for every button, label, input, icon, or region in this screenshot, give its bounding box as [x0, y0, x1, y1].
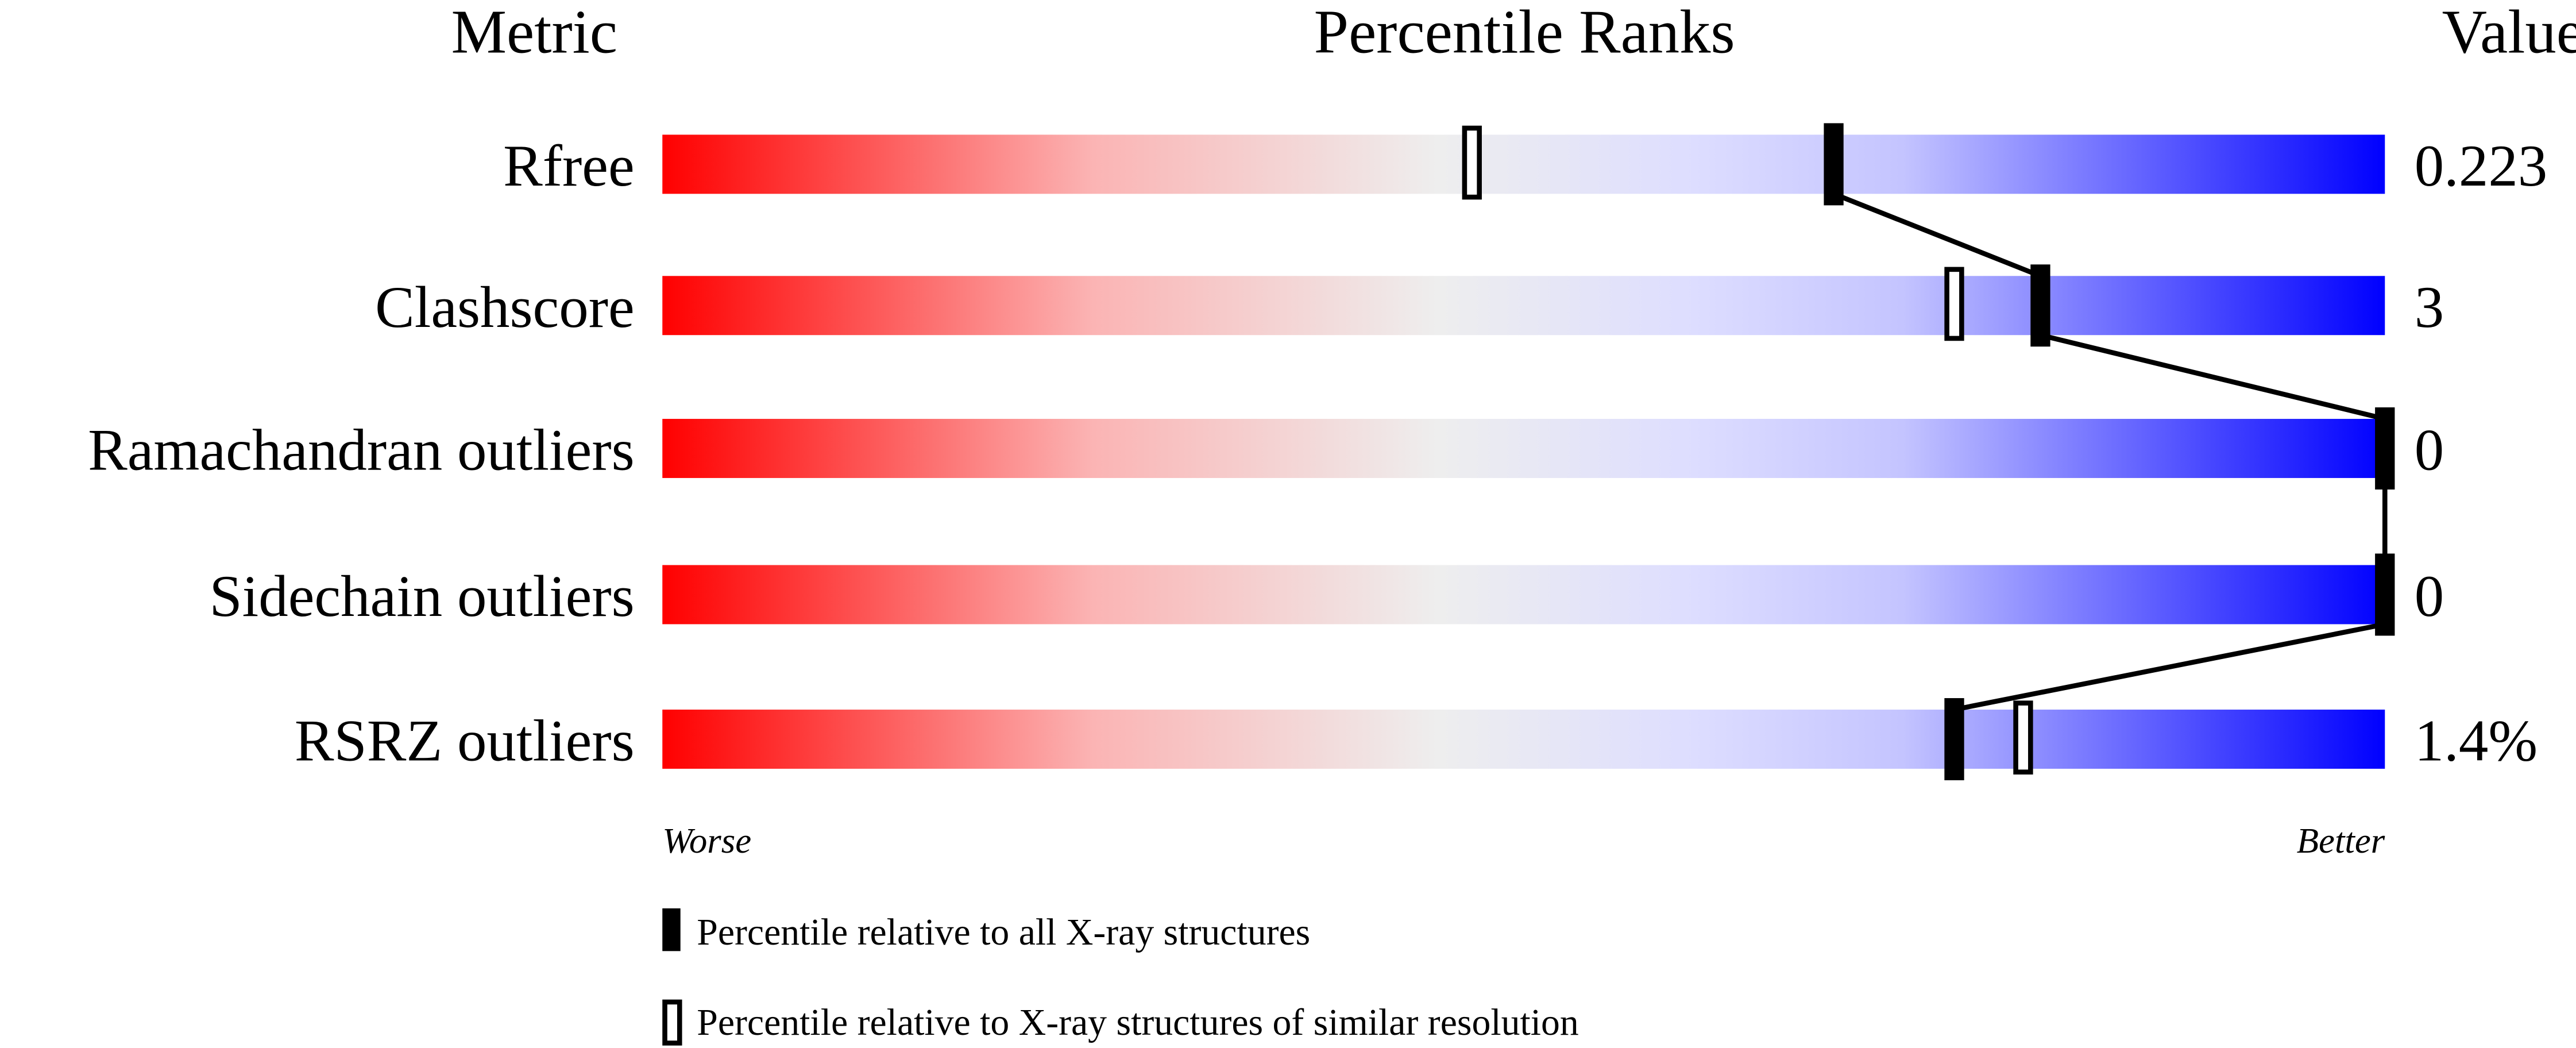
- metric-label: Rfree: [503, 133, 635, 199]
- better-label: Better: [2297, 820, 2385, 861]
- open-marker: [1462, 125, 1482, 200]
- connector-line: [1953, 622, 2386, 712]
- connector-line: [1832, 191, 2042, 279]
- metric-value: 0: [2415, 564, 2444, 629]
- percentile-bar: [662, 134, 2385, 194]
- open-marker: [2013, 700, 2033, 775]
- header-metric: Metric: [451, 0, 617, 66]
- legend-open-label: Percentile relative to X-ray structures …: [697, 1001, 1578, 1043]
- filled-marker: [2030, 264, 2050, 347]
- percentile-bar: [662, 710, 2385, 769]
- legend-open-marker: [662, 999, 682, 1046]
- metric-value: 3: [2415, 275, 2444, 340]
- connector-line: [2040, 333, 2386, 422]
- metric-label: Ramachandran outliers: [88, 418, 635, 483]
- percentile-bar: [662, 565, 2385, 625]
- metric-label: RSRZ outliers: [295, 708, 635, 774]
- open-marker: [1944, 267, 1964, 341]
- legend-filled-label: Percentile relative to all X-ray structu…: [697, 911, 1310, 953]
- metric-value: 0: [2415, 418, 2444, 483]
- metric-label: Clashscore: [375, 275, 635, 340]
- header-percentile: Percentile Ranks: [1314, 0, 1735, 66]
- worse-label: Worse: [662, 820, 751, 861]
- filled-marker: [1944, 698, 1964, 780]
- header-value: Value: [2442, 0, 2576, 66]
- metric-value: 0.223: [2415, 133, 2548, 199]
- filled-marker: [1824, 123, 1844, 206]
- filled-marker: [2375, 407, 2395, 490]
- filled-marker: [2375, 553, 2395, 636]
- metric-label: Sidechain outliers: [209, 564, 634, 629]
- percentile-bar: [662, 419, 2385, 478]
- metric-value: 1.4%: [2415, 708, 2538, 774]
- percentile-bar: [662, 276, 2385, 336]
- legend-filled-marker: [662, 908, 681, 951]
